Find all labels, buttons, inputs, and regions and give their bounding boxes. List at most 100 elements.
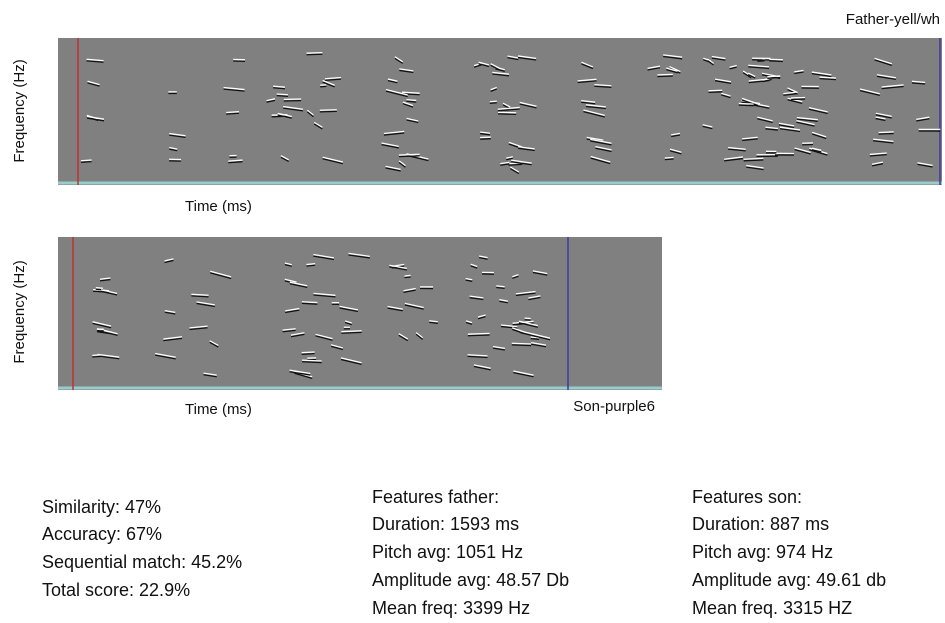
spectral-streak [306,264,316,267]
spectral-streak [585,105,606,110]
spectral-streak [406,117,419,122]
spectral-streak [499,300,508,304]
spectral-streak [671,134,681,138]
spectral-streak [724,157,743,162]
spectral-streak [92,321,112,327]
spectral-streak [429,321,438,324]
spectral-streak [385,90,408,98]
spectral-streak [191,295,209,298]
spectral-streak [594,85,612,88]
spectral-streak [796,121,815,127]
spectral-streak [283,105,304,110]
spectral-streak [86,117,105,122]
spectral-streak [196,302,215,308]
spectral-streak [581,63,594,70]
spectral-streak [203,374,217,378]
score: Sequential match: 45.2% [42,552,242,572]
spectral-streak [155,354,176,360]
spectrogram-background [58,38,942,185]
spectral-streak [404,302,424,309]
spectral-streak [531,341,547,346]
spectral-streak [809,149,828,156]
spectral-streak [189,325,208,329]
spectral-streak [289,371,311,376]
spectral-streak [492,71,510,75]
spectral-streak [394,56,404,63]
spectral-streak [492,347,505,351]
spectral-streak [467,354,488,357]
spectral-streak [169,132,186,137]
spectral-streak [398,334,409,342]
spectral-streak [497,108,520,112]
spectral-streak [406,100,417,103]
spectral-streak [276,94,289,97]
spectral-streak [917,163,933,168]
spectral-streak [742,138,758,142]
spectral-streak [512,275,519,279]
spectral-streak [511,344,532,347]
spectral-streak [313,255,335,261]
spectral-streak [819,76,836,79]
spectral-streak [517,55,537,60]
spectral-streak [510,168,520,175]
spectral-streak [917,162,933,166]
spectral-streak [339,305,359,311]
spectral-streak [313,292,336,296]
spectral-streak [348,252,370,257]
spectral-streak [871,161,884,165]
spectral-streak [874,59,893,66]
spectral-streak [383,132,405,136]
spectral-streak [306,111,314,118]
y-axis-label: Frequency (Hz) [11,260,28,363]
spectral-streak [663,55,683,60]
spectral-streak [511,328,525,335]
spectral-streak [86,58,104,62]
spectral-streak [381,142,399,147]
spectral-streak [595,145,612,151]
spectral-streak [743,157,764,160]
spectral-streak [469,297,484,301]
spectral-streak [714,80,732,84]
spectral-streak [702,125,713,130]
spectral-streak [473,364,491,369]
spectral-streak [302,359,322,362]
spectral-streak [532,333,551,339]
spectral-streak [164,258,174,262]
spectral-streak [767,76,781,79]
spectral-streak [163,336,183,340]
spectral-streak [876,75,897,81]
y-axis-label: Frequency (Hz) [11,59,28,162]
spectral-streak [746,166,764,171]
spectral-streak [467,355,488,359]
spectral-streak [478,61,490,66]
spectral-streak [228,161,243,164]
spectral-streak [762,78,772,83]
spectral-streak [492,345,505,350]
spectral-streak [742,72,752,79]
spectral-streak [306,262,316,266]
spectral-streak [228,159,243,162]
spectral-streak [647,65,661,70]
spectral-streak [581,99,596,103]
spectral-streak [398,153,420,156]
spectral-streak [467,332,490,335]
spectral-streak [87,82,100,87]
spectral-streak [478,63,490,68]
spectral-streak [398,161,406,168]
spectral-streak [284,278,297,283]
spectral-streak [301,351,315,354]
spectral-streak [497,106,520,110]
spectral-streak [415,333,424,340]
spectral-streak [757,116,773,122]
spectral-streak [492,73,510,77]
spectrogram-son [58,237,662,390]
spectral-streak [647,67,661,71]
spectral-streak [322,79,335,86]
spectral-streak [385,88,408,96]
spectral-streak [769,60,783,63]
spectral-streak [322,158,344,165]
spectral-streak [290,332,305,336]
spectral-streak [874,57,893,65]
spectral-streak [708,89,723,92]
